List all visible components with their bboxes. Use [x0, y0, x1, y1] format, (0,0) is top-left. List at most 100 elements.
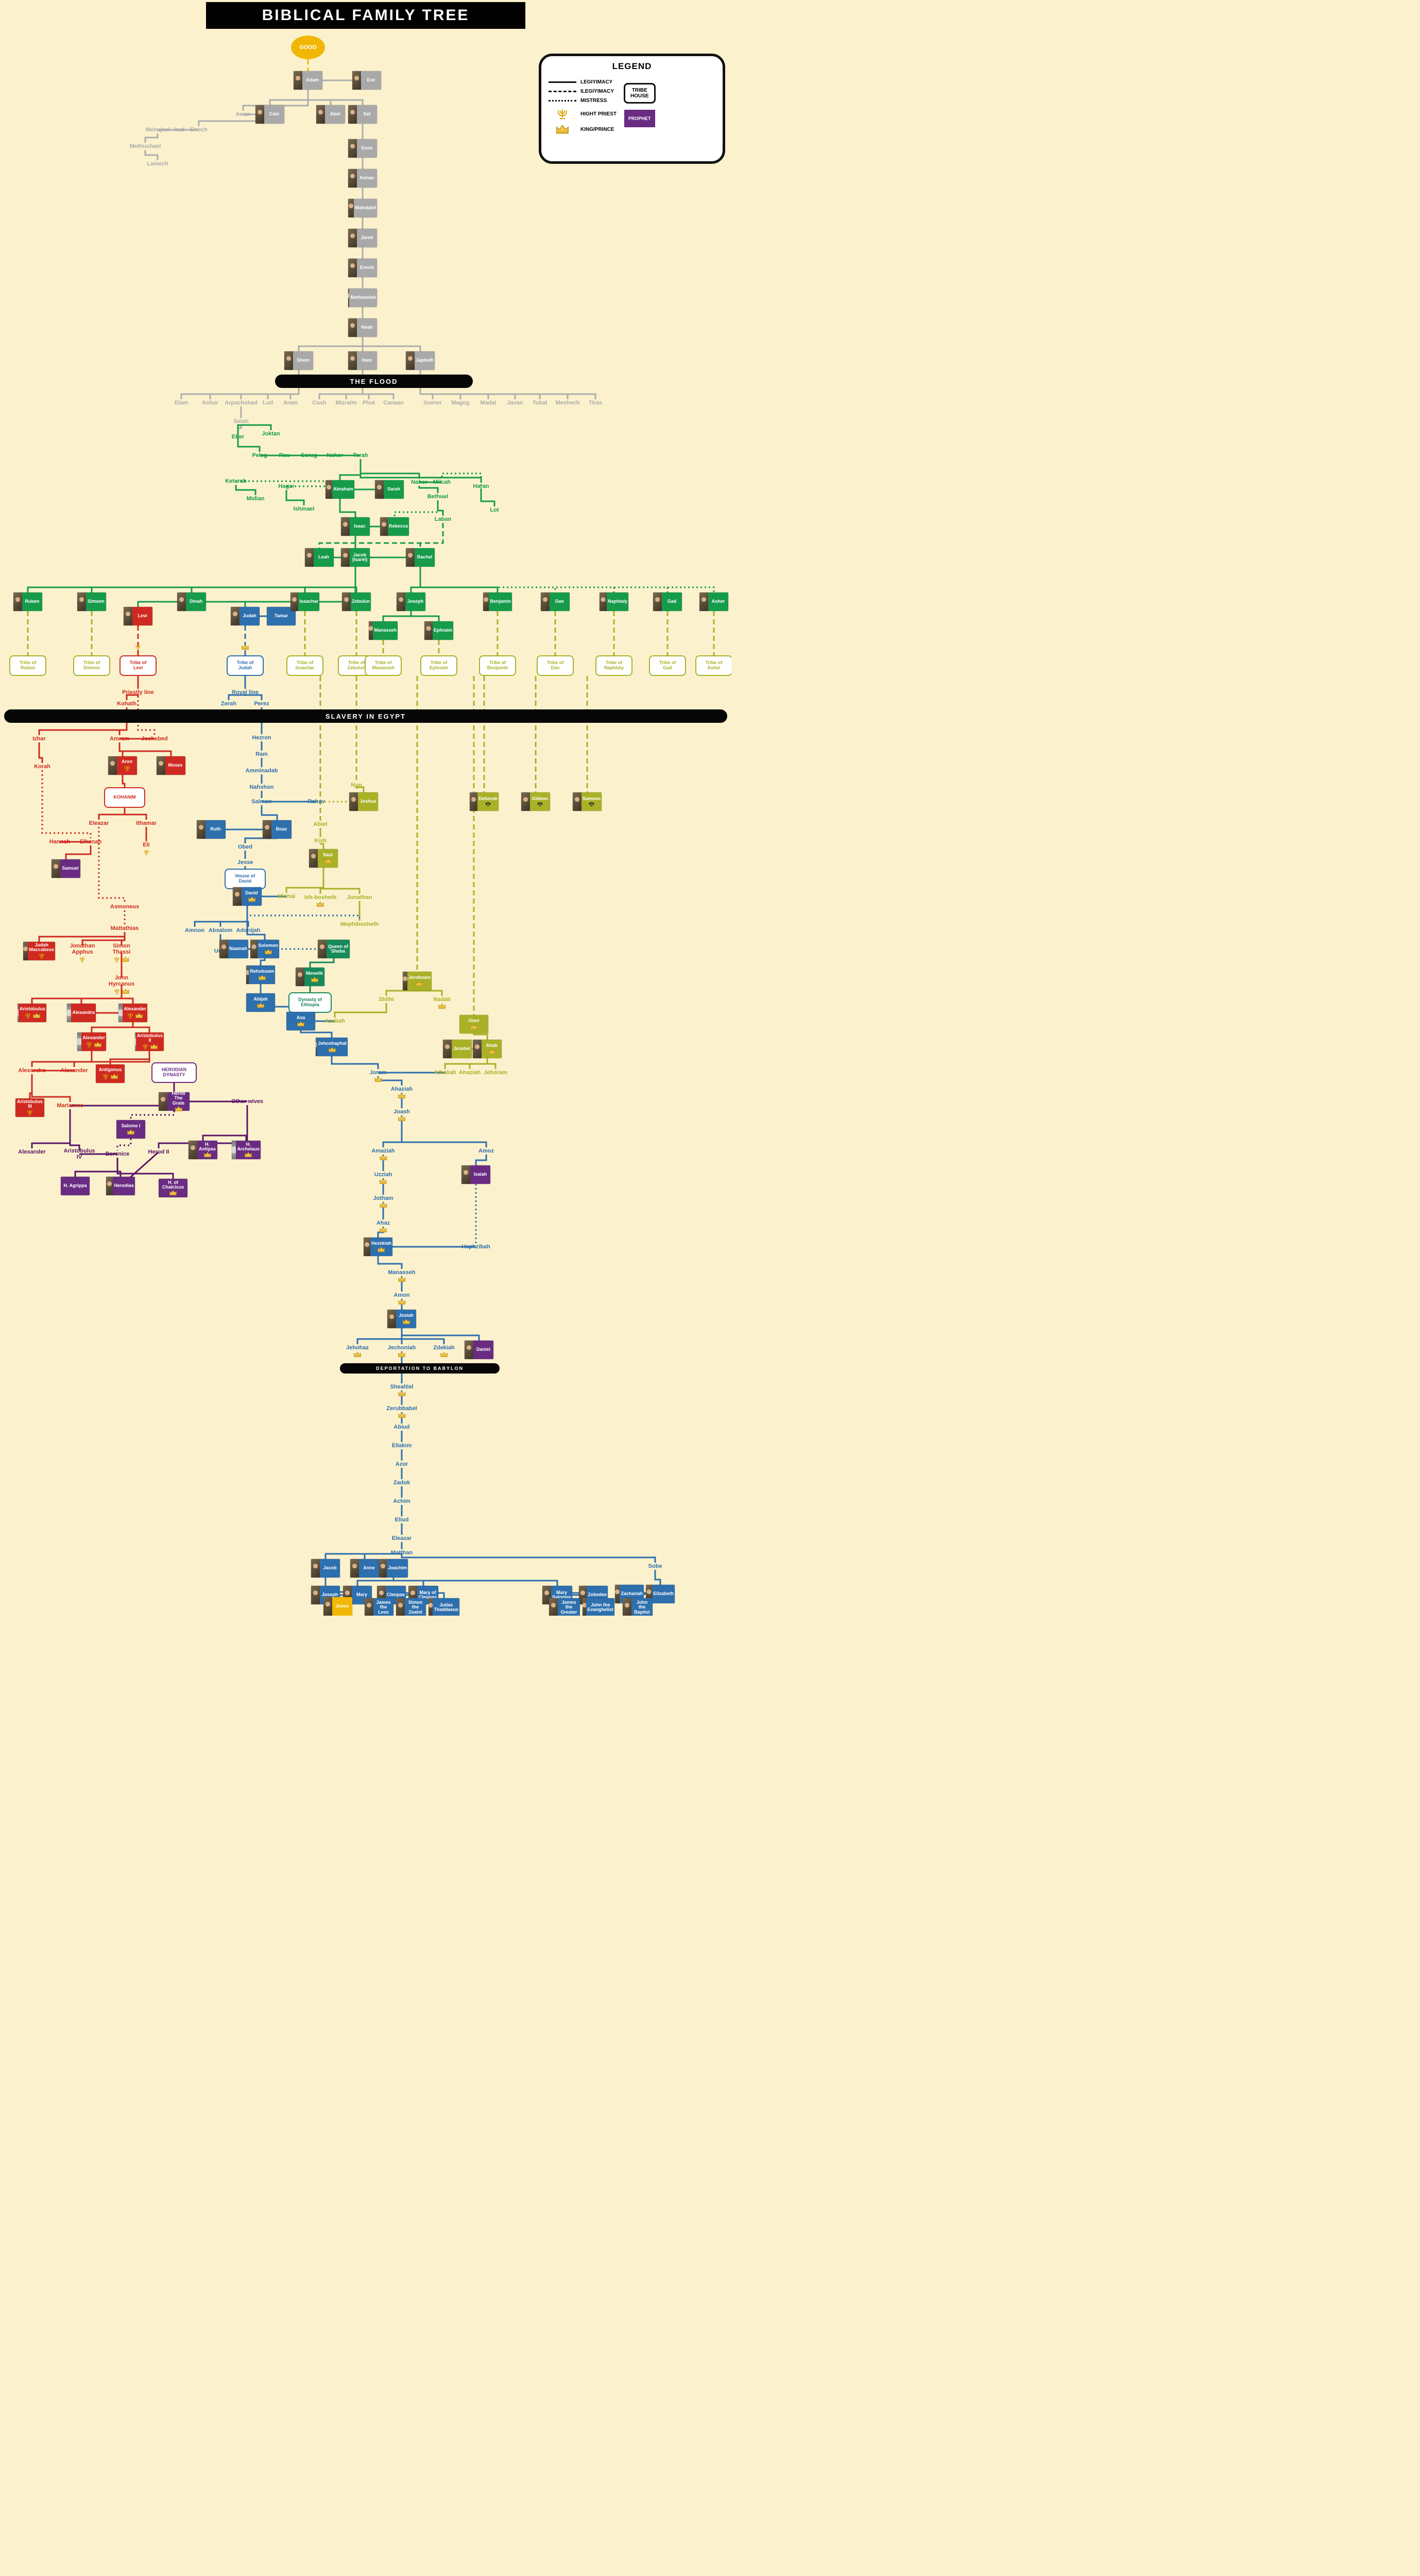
node-label: Dan	[555, 599, 564, 604]
edge	[419, 567, 499, 592]
portrait	[342, 592, 351, 611]
rebecca-node: Rebecca	[380, 517, 409, 536]
ashur-node: Ashur	[202, 400, 218, 406]
crown-icon	[111, 1073, 118, 1079]
adam-node: Adam	[294, 71, 322, 90]
node-label: Aron	[117, 759, 137, 772]
judah-node: Judah	[231, 607, 260, 625]
menorah-icon	[103, 1073, 108, 1079]
title-bar: BIBLICAL FAMILY TREE	[206, 2, 525, 29]
midian-node: Midian	[246, 496, 265, 502]
legend-box: LEGEND LEGIYIMACY ILEGIYIMACY MISTRESS HIGH…	[539, 54, 725, 164]
crown-icon	[556, 125, 569, 134]
asa-node: Asa	[286, 1012, 315, 1030]
naamah-node: Naamah	[219, 940, 248, 958]
crown-icon	[94, 1041, 102, 1047]
node-label: Samuel	[62, 866, 79, 871]
anne-node: Anne	[350, 1559, 379, 1578]
node-label: Cain	[269, 111, 280, 117]
bethuel-node: Bethuel	[427, 494, 449, 500]
edge	[475, 1155, 487, 1165]
portrait	[341, 548, 350, 567]
portrait	[124, 607, 132, 625]
johnH-node: John Hyrcanus	[109, 975, 134, 994]
node-label: Naamah	[229, 946, 247, 952]
portrait	[250, 940, 258, 958]
jotham-node: Jotham	[373, 1195, 394, 1208]
menelik-node: Menelik	[296, 968, 324, 986]
portrait	[348, 289, 350, 307]
edge	[121, 985, 134, 1004]
node-label: Menelik	[304, 971, 324, 982]
crown-icon	[329, 1046, 336, 1052]
node-label: Kenan	[360, 175, 374, 181]
mizraim-node: Mizraim	[335, 400, 357, 406]
nahor1-node: Nahor	[327, 452, 343, 459]
h-naphtaly-node: Tribe of Naphtaly	[595, 655, 632, 676]
h-asher-node: Tribe of Asher	[695, 655, 731, 676]
portrait	[311, 1586, 320, 1604]
alexander3-node: Alexander	[60, 1067, 88, 1074]
node-label: David	[242, 890, 262, 902]
judasThaddaeus-node: Judas Thaddaeus	[429, 1598, 459, 1616]
node-label: Isaiah	[473, 1172, 487, 1177]
alexander1-node: Alexander	[118, 1004, 147, 1022]
gad-node: Gad	[653, 592, 682, 611]
portrait	[77, 592, 86, 611]
aristobulus4-node: Aristobulus IV	[63, 1148, 95, 1160]
jesse-node: Jesse	[237, 859, 253, 866]
legend-item-label: KING/PRINCE	[580, 126, 614, 132]
edge	[356, 1328, 403, 1344]
menorah-icon	[558, 109, 567, 120]
javan-node: Javan	[507, 400, 523, 406]
crown-icon	[257, 1002, 264, 1008]
reu-node: Reu	[279, 452, 290, 459]
ithamar-node: Ithamar	[136, 820, 157, 826]
zadok-node: Zadok	[393, 1480, 410, 1486]
portrait	[600, 592, 607, 611]
node-label: Joseph	[321, 1592, 338, 1598]
ham-node: Ham	[348, 351, 377, 370]
menorah-icon	[124, 765, 130, 771]
eliud-node: Eliud	[395, 1517, 409, 1523]
mahalalel-node: Mahalalel	[348, 199, 377, 217]
edge	[31, 985, 123, 1004]
manasseh-node: Manasseh	[369, 621, 398, 640]
node-label: Jared	[361, 235, 373, 241]
crown-judah-node	[241, 644, 249, 650]
edge	[360, 459, 420, 479]
jeroboam-node: Jeroboam	[403, 972, 432, 990]
node-label: Zebulun	[352, 599, 370, 604]
coin-portrait	[232, 1141, 236, 1159]
crown-icon	[398, 1115, 405, 1122]
portrait	[311, 1559, 320, 1578]
obed-node: Obed	[237, 844, 253, 850]
absalom-node: Absalom	[208, 927, 233, 934]
scales-icon	[485, 802, 491, 807]
scales-icon	[588, 802, 595, 807]
node-label: Jehoshaphat	[317, 1041, 348, 1053]
crown-icon	[169, 1190, 177, 1196]
edge	[469, 1058, 488, 1069]
biblical-family-tree-poster: BIBLICAL FAMILY TREE LEGEND LEGIYIMACY IL…	[0, 0, 731, 1616]
rahav-node: Rahav	[307, 799, 325, 805]
portrait	[406, 351, 415, 370]
amram-node: Amram	[110, 736, 129, 742]
saul-node: Saul	[309, 849, 338, 868]
hezekiah-node: Hezekiah	[364, 1238, 392, 1256]
amon-node: Amon	[394, 1292, 410, 1305]
portrait	[470, 792, 478, 811]
jared-node: Jared	[348, 229, 377, 247]
dynasty-node: Dynasty of Ethiopia	[288, 992, 332, 1013]
node-label: Naphtaly	[607, 599, 627, 604]
edge	[377, 1256, 403, 1269]
node-label: Aristobulus III	[15, 1099, 44, 1117]
michal-node: Michal	[277, 893, 296, 900]
otherwives-node: Other wives	[231, 1098, 264, 1105]
alexander2-node: Alexander	[77, 1032, 106, 1051]
rachel-node: Rachel	[406, 548, 435, 567]
edge	[394, 500, 439, 517]
dinah-node: Dinah	[177, 592, 206, 611]
edge	[91, 567, 356, 592]
edge	[122, 775, 126, 789]
